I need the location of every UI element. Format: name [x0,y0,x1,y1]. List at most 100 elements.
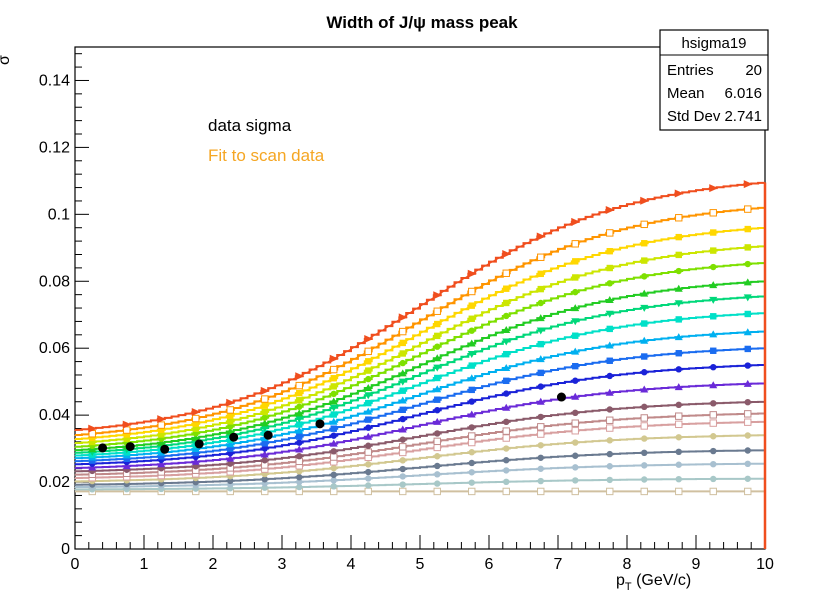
curve-marker [571,217,581,226]
curve-marker [572,332,579,339]
curve-marker [329,417,338,425]
curve-marker [709,419,717,427]
curve-marker [123,435,130,442]
curve-marker [710,229,717,236]
curve-marker [330,477,337,484]
curve-marker [296,483,303,491]
curve-marker [675,366,682,373]
curve-marker [122,420,132,429]
curve-marker [330,390,337,398]
curve-marker [467,410,476,418]
curve-marker [744,244,751,251]
curve-marker [330,483,337,490]
curve-marker [227,423,234,430]
scan-curve-fit [74,295,766,454]
curve-marker [744,345,751,353]
y-tick-label: 0.06 [39,340,70,357]
curve-marker [710,347,717,354]
curve-marker [191,444,200,452]
curve-marker [261,445,268,452]
curve-marker [329,354,339,363]
curve-marker [744,362,751,369]
scan-curve [74,205,766,438]
curve-marker [365,424,372,431]
curve-marker [399,443,407,451]
scan-curve-fit [74,449,766,486]
curve-marker [744,398,751,406]
scan-curve [74,180,766,433]
curve-marker [399,387,406,394]
curve-marker [158,453,165,460]
curve-marker [227,460,234,467]
curve-marker [744,410,752,418]
curve-marker [434,406,441,414]
curve-marker [295,415,304,423]
curve-marker [468,327,475,334]
curve-marker [295,426,304,434]
curve-marker [399,487,407,496]
curve-marker [743,294,752,302]
curve-marker [296,439,303,446]
curve-marker [468,315,475,322]
legend-data-sigma: data sigma [208,116,292,135]
curve-marker [572,362,579,370]
curve-marker [641,369,648,376]
curve-marker [709,296,718,304]
curve-marker [226,427,235,435]
curve-marker [330,411,337,418]
x-axis-label-sub: T [625,581,632,593]
curve-marker [744,447,751,454]
curve-marker [261,476,268,483]
curve-marker [158,426,165,434]
scan-curve-fit [74,478,766,491]
curve-marker [295,409,304,417]
x-tick-label: 3 [278,556,287,573]
curve-marker [605,296,614,304]
stats-stddev-label: Std Dev [667,108,721,125]
curve-marker [503,285,510,292]
curve-marker [641,449,648,457]
curve-marker [503,445,510,452]
curve-marker [260,386,270,395]
curve-marker [537,442,544,449]
scan-curve [74,225,766,442]
x-axis-label-unit: (GeV/c) [632,572,692,589]
stats-box-name: hsigma19 [681,35,746,52]
curve-marker [502,338,511,346]
data-points [98,392,566,454]
curve-marker [572,288,579,296]
scan-curve [74,260,766,449]
curve-marker [571,427,579,435]
curve-marker [675,316,682,323]
curve-marker [365,367,372,374]
curve-marker [709,487,717,496]
curve-marker [640,422,648,430]
curve-marker [468,386,475,394]
curve-marker [674,284,683,292]
curve-marker [296,397,303,404]
curve-marker [572,464,579,471]
curve-marker [537,340,544,348]
curve-marker [605,388,614,396]
curve-marker [260,450,269,458]
curve-marker [227,418,234,425]
curve-marker [399,465,406,473]
curve-marker [709,411,717,419]
scan-curve [74,410,766,479]
chart-title: Width of J/ψ mass peak [326,13,518,32]
data-sigma-point [160,444,170,454]
curve-marker [709,381,718,389]
curve-marker [502,269,510,277]
x-tick-label: 2 [209,556,218,573]
data-sigma-point [315,419,325,429]
scan-curve-fit [74,227,766,440]
curve-marker [365,358,372,365]
curve-marker [606,476,613,484]
curve-marker [365,375,372,383]
curve-marker [743,328,752,336]
curve-marker [605,310,614,318]
curve-marker [433,291,443,300]
curve-marker [227,412,234,419]
curve-marker [503,312,510,320]
curve-marker [675,434,682,441]
